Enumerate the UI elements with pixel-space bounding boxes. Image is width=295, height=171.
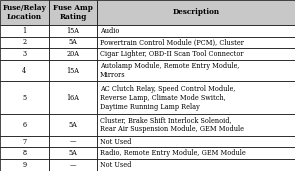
Text: 1: 1 bbox=[22, 27, 26, 35]
Text: Not Used: Not Used bbox=[100, 137, 131, 146]
Text: —: — bbox=[70, 161, 76, 169]
Bar bbox=[0, 0, 49, 25]
Bar bbox=[0, 60, 49, 81]
Text: 20A: 20A bbox=[66, 50, 80, 58]
Bar bbox=[49, 48, 97, 60]
Bar bbox=[97, 147, 295, 159]
Bar bbox=[49, 0, 97, 25]
Bar bbox=[0, 159, 49, 171]
Text: 5A: 5A bbox=[68, 149, 78, 157]
Bar bbox=[49, 114, 97, 136]
Text: 2: 2 bbox=[22, 38, 26, 47]
Text: Fuse Amp
Rating: Fuse Amp Rating bbox=[53, 4, 93, 21]
Text: —: — bbox=[70, 137, 76, 146]
Text: 5: 5 bbox=[22, 94, 26, 102]
Bar bbox=[97, 60, 295, 81]
Text: Description: Description bbox=[173, 8, 220, 16]
Text: Fuse/Relay
Location: Fuse/Relay Location bbox=[2, 4, 46, 21]
Text: Cigar Lighter, OBD-II Scan Tool Connector: Cigar Lighter, OBD-II Scan Tool Connecto… bbox=[100, 50, 243, 58]
Text: 7: 7 bbox=[22, 137, 26, 146]
Bar bbox=[97, 159, 295, 171]
Bar bbox=[0, 114, 49, 136]
Bar bbox=[97, 37, 295, 48]
Bar bbox=[97, 81, 295, 114]
Text: 4: 4 bbox=[22, 67, 26, 75]
Bar bbox=[0, 37, 49, 48]
Text: Not Used: Not Used bbox=[100, 161, 131, 169]
Bar bbox=[0, 48, 49, 60]
Text: 16A: 16A bbox=[66, 94, 80, 102]
Bar bbox=[97, 48, 295, 60]
Text: 15A: 15A bbox=[66, 27, 80, 35]
Text: 6: 6 bbox=[22, 121, 26, 129]
Text: Autolamp Module, Remote Entry Module,
Mirrors: Autolamp Module, Remote Entry Module, Mi… bbox=[100, 62, 239, 79]
Text: Radio, Remote Entry Module, GEM Module: Radio, Remote Entry Module, GEM Module bbox=[100, 149, 245, 157]
Bar bbox=[97, 114, 295, 136]
Bar bbox=[49, 147, 97, 159]
Bar bbox=[49, 60, 97, 81]
Text: 15A: 15A bbox=[66, 67, 80, 75]
Bar bbox=[49, 37, 97, 48]
Bar bbox=[49, 136, 97, 147]
Bar bbox=[0, 81, 49, 114]
Bar bbox=[97, 136, 295, 147]
Bar bbox=[49, 81, 97, 114]
Bar bbox=[97, 0, 295, 25]
Text: 3: 3 bbox=[22, 50, 26, 58]
Bar bbox=[97, 25, 295, 37]
Text: Audio: Audio bbox=[100, 27, 119, 35]
Bar bbox=[0, 147, 49, 159]
Bar bbox=[49, 159, 97, 171]
Bar bbox=[0, 25, 49, 37]
Text: 5A: 5A bbox=[68, 121, 78, 129]
Bar bbox=[0, 136, 49, 147]
Text: Powertrain Control Module (PCM), Cluster: Powertrain Control Module (PCM), Cluster bbox=[100, 38, 244, 47]
Text: 9: 9 bbox=[22, 161, 26, 169]
Text: Cluster, Brake Shift Interlock Solenoid,
Rear Air Suspension Module, GEM Module: Cluster, Brake Shift Interlock Solenoid,… bbox=[100, 117, 244, 133]
Bar bbox=[49, 25, 97, 37]
Text: AC Clutch Relay, Speed Control Module,
Reverse Lamp, Climate Mode Switch,
Daytim: AC Clutch Relay, Speed Control Module, R… bbox=[100, 85, 235, 111]
Text: 8: 8 bbox=[22, 149, 26, 157]
Text: 5A: 5A bbox=[68, 38, 78, 47]
